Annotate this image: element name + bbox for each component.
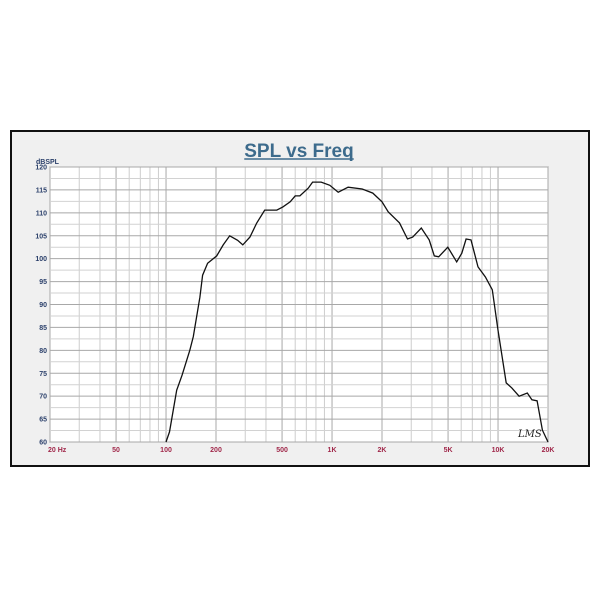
y-axis-label: dBSPL [36,159,60,166]
y-tick-label: 80 [39,348,47,355]
spl-curve [165,181,549,443]
x-tick-label: 2K [378,447,387,454]
y-tick-label: 90 [39,302,47,309]
lms-watermark: LMS [517,429,542,440]
x-tick-label: 20 Hz [48,447,67,454]
y-tick-label: 100 [35,256,47,263]
y-tick-label: 110 [36,210,47,217]
x-tick-label: 20K [542,447,555,454]
y-tick-label: 60 [39,440,47,447]
y-tick-label: 95 [39,279,47,286]
x-tick-label: 5K [444,447,453,454]
y-tick-label: 75 [39,371,47,378]
y-tick-label: 70 [39,394,47,401]
x-tick-label: 200 [210,447,222,454]
x-tick-label: 100 [160,447,172,454]
y-tick-label: 65 [39,417,47,424]
x-tick-label: 10K [492,447,505,454]
x-tick-label: 500 [276,447,288,454]
x-tick-label: 1K [328,447,337,454]
y-tick-label: 105 [35,233,47,240]
chart-title: SPL vs Freq [244,141,353,162]
y-tick-label: 115 [36,187,47,194]
y-tick-label: 120 [35,165,47,172]
x-tick-label: 50 [112,447,120,454]
y-tick-label: 85 [39,325,47,332]
